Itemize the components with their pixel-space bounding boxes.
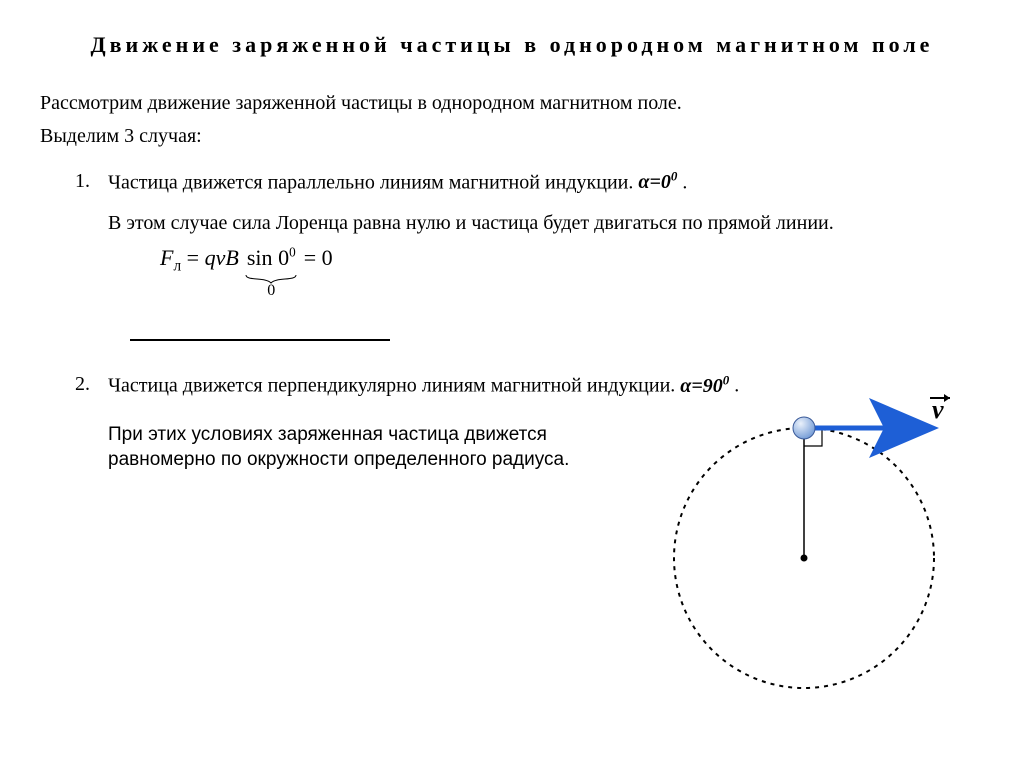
case-1-alpha: α=00 [638, 171, 677, 193]
case-2-pre: Частица движется перпендикулярно линиям … [108, 375, 680, 397]
case-2-body: При этих условиях заряженная частица дви… [108, 422, 578, 716]
circular-motion-diagram: v [644, 388, 974, 716]
case-2-number: 2. [40, 371, 108, 400]
cases-lead: Выделим 3 случая: [40, 123, 984, 150]
case-1-number: 1. [40, 168, 108, 197]
lorentz-formula: Fл = qvB sin 00 0 = 0 [160, 243, 984, 299]
intro-text: Рассмотрим движение заряженной частицы в… [40, 90, 984, 117]
case-1-body: В этом случае сила Лоренца равна нулю и … [108, 210, 984, 237]
page-title: Движение заряженной частицы в однородном… [40, 30, 984, 60]
svg-text:v: v [932, 395, 944, 424]
case-1-text: Частица движется параллельно линиям магн… [108, 168, 984, 197]
divider [130, 339, 390, 341]
case-1: 1. Частица движется параллельно линиям м… [40, 168, 984, 197]
case-1-pre: Частица движется параллельно линиям магн… [108, 171, 638, 193]
